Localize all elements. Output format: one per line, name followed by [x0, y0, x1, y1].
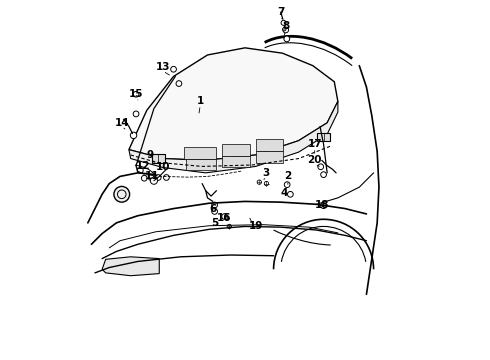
Circle shape [212, 202, 218, 208]
Circle shape [133, 91, 139, 97]
Text: 5: 5 [211, 218, 218, 228]
Circle shape [133, 111, 139, 117]
Bar [256, 151, 283, 163]
Bar [256, 139, 283, 152]
Text: 7: 7 [277, 7, 284, 17]
Text: 8: 8 [282, 21, 290, 31]
Bar [222, 144, 250, 156]
Circle shape [148, 175, 154, 180]
Text: 15: 15 [129, 89, 143, 99]
Text: 18: 18 [315, 200, 329, 210]
Circle shape [284, 36, 290, 42]
Circle shape [321, 203, 326, 208]
Text: 17: 17 [307, 139, 322, 149]
Bar [152, 154, 165, 163]
Circle shape [281, 20, 286, 25]
Circle shape [212, 208, 218, 214]
Text: 1: 1 [196, 96, 204, 107]
Circle shape [284, 182, 290, 188]
Circle shape [224, 215, 229, 220]
Text: 20: 20 [307, 156, 322, 165]
Circle shape [176, 81, 182, 86]
Circle shape [283, 27, 289, 33]
Text: 4: 4 [281, 188, 288, 198]
Circle shape [130, 132, 137, 139]
Text: 14: 14 [115, 118, 129, 128]
Circle shape [155, 175, 161, 180]
Text: 9: 9 [147, 150, 154, 160]
Circle shape [171, 66, 176, 72]
Polygon shape [129, 48, 338, 160]
Circle shape [288, 192, 293, 197]
Circle shape [227, 224, 231, 229]
Text: 13: 13 [156, 63, 170, 72]
Circle shape [138, 167, 143, 173]
Text: 6: 6 [209, 203, 217, 213]
Circle shape [142, 175, 147, 181]
Circle shape [264, 181, 269, 186]
Text: 16: 16 [216, 212, 231, 222]
Bar [222, 156, 250, 167]
Text: 3: 3 [263, 168, 270, 178]
Bar [184, 147, 217, 159]
Circle shape [283, 27, 286, 31]
Circle shape [150, 177, 157, 184]
Text: 2: 2 [284, 171, 292, 181]
Bar [317, 133, 330, 141]
Circle shape [321, 172, 326, 177]
Polygon shape [102, 257, 159, 276]
Polygon shape [129, 102, 338, 173]
Text: 12: 12 [136, 161, 150, 171]
Text: 11: 11 [145, 171, 159, 181]
Circle shape [257, 180, 262, 184]
Circle shape [318, 164, 323, 170]
Text: 19: 19 [248, 221, 263, 231]
Text: 10: 10 [156, 162, 170, 172]
Bar [186, 159, 217, 170]
Circle shape [222, 213, 227, 219]
Circle shape [114, 186, 130, 202]
Circle shape [164, 175, 169, 180]
